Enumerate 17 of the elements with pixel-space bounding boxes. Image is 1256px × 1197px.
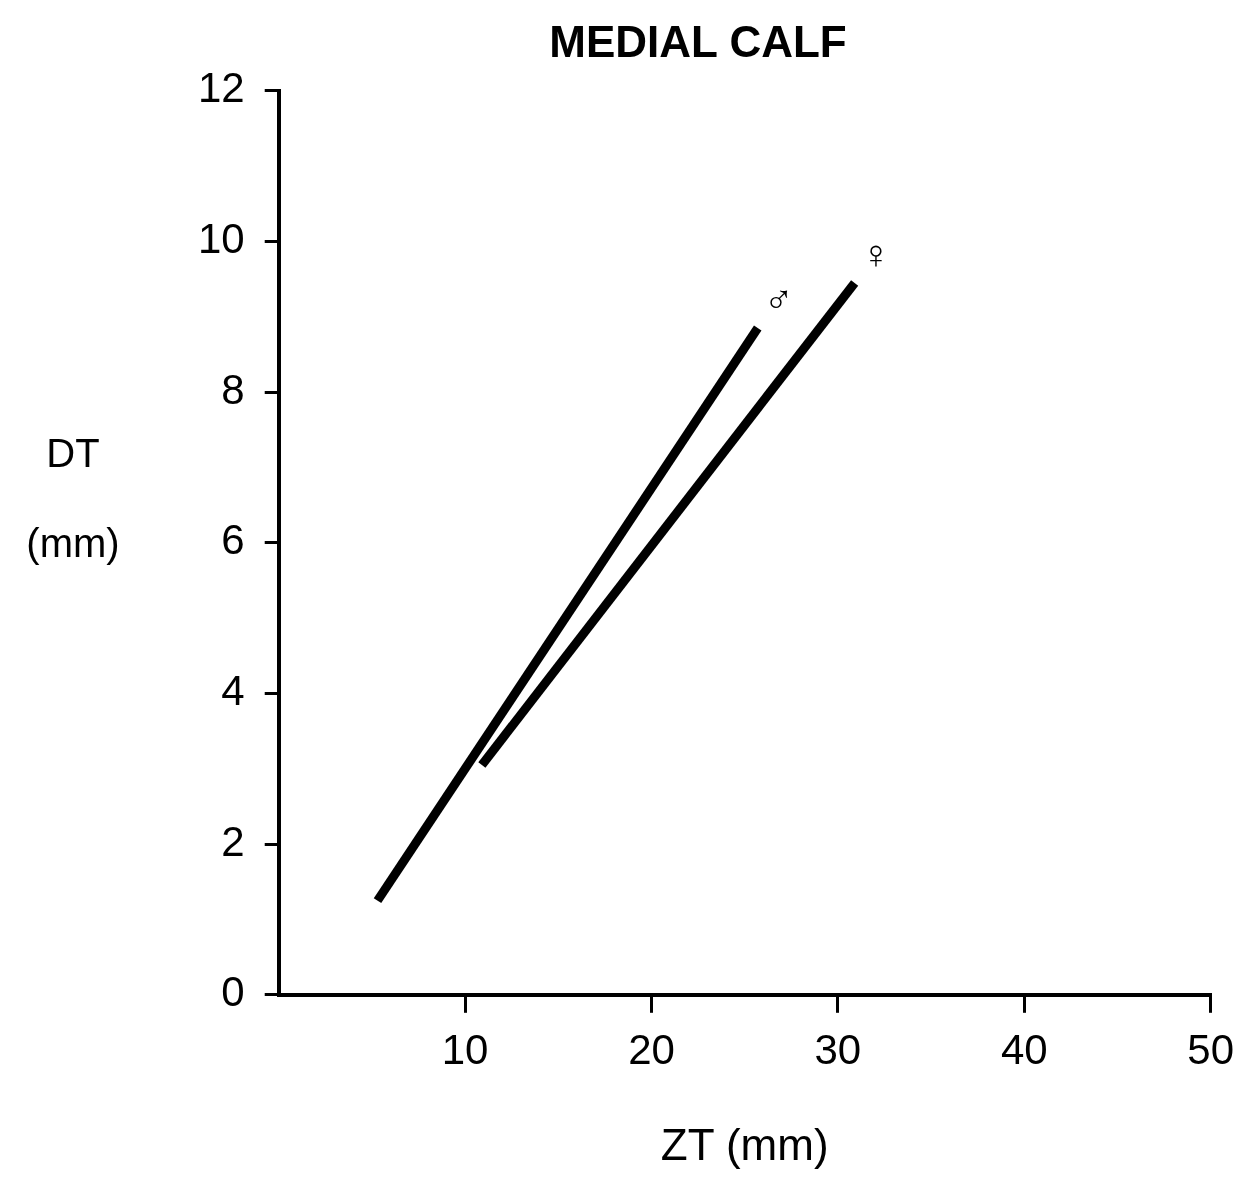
y-tick-label: 12 [198, 64, 245, 112]
y-tick-label: 0 [221, 968, 245, 1016]
y-tick-label: 2 [221, 817, 245, 865]
chart-title: MEDIAL CALF [549, 16, 847, 66]
y-tick-label: 10 [198, 215, 245, 263]
y-tick-label: 6 [221, 516, 245, 564]
x-tick-label: 40 [1000, 1025, 1048, 1073]
y-axis-title: DT (mm) [25, 430, 121, 567]
series-label: ♀ [860, 231, 891, 276]
series-label: ♂ [763, 277, 794, 322]
x-tick-label: 30 [814, 1025, 862, 1073]
x-tick-label: 10 [441, 1025, 489, 1073]
x-tick-label: 50 [1187, 1025, 1234, 1073]
x-tick-label: 20 [628, 1025, 675, 1073]
x-axis-title: ZT (mm) [660, 1119, 829, 1169]
y-tick-label: 4 [221, 667, 245, 715]
y-tick-label: 8 [221, 365, 245, 413]
